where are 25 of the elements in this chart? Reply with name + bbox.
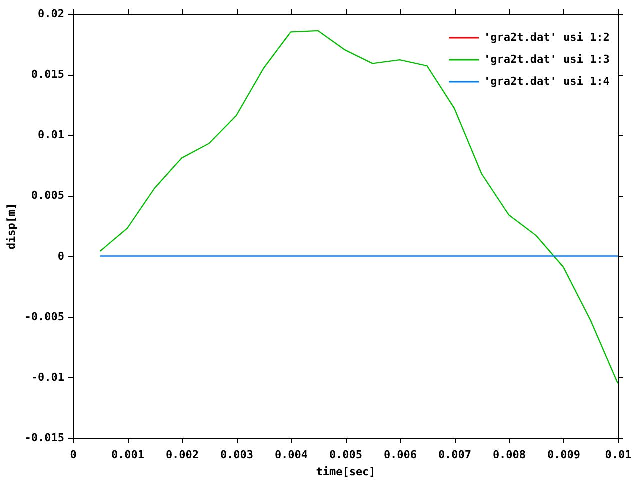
x-tick-label: 0.004	[274, 448, 308, 462]
x-tick-label: 0.007	[438, 448, 472, 462]
x-tick-label: 0.002	[166, 448, 200, 462]
x-tick-label: 0.008	[492, 448, 526, 462]
x-tick-label: 0.006	[384, 448, 418, 462]
x-axis-title: time[sec]	[316, 466, 376, 478]
x-tick-label: 0.009	[547, 448, 581, 462]
y-tick-label: 0.01	[38, 128, 65, 142]
y-tick-label: -0.015	[24, 432, 64, 444]
legend-label: 'gra2t.dat' usi 1:4	[484, 75, 610, 88]
x-tick-label: 0	[70, 448, 77, 462]
legend-label: 'gra2t.dat' usi 1:3	[484, 53, 610, 66]
x-tick-label: 0.005	[329, 448, 363, 462]
y-tick-label: -0.005	[24, 310, 64, 324]
y-axis-title: disp[m]	[4, 203, 18, 250]
legend-label: 'gra2t.dat' usi 1:2	[484, 31, 610, 44]
y-tick-label: 0	[58, 250, 64, 263]
x-tick-label: 0.01	[605, 448, 632, 462]
y-tick-label: 0.015	[31, 68, 64, 82]
x-tick-label: 0.003	[220, 448, 254, 462]
y-tick-label: 0.02	[38, 8, 64, 20]
line-series	[100, 30, 618, 384]
x-tick-label: 0.001	[111, 448, 145, 462]
y-tick-label: 0.005	[31, 189, 64, 202]
y-tick-label: -0.01	[31, 370, 65, 384]
